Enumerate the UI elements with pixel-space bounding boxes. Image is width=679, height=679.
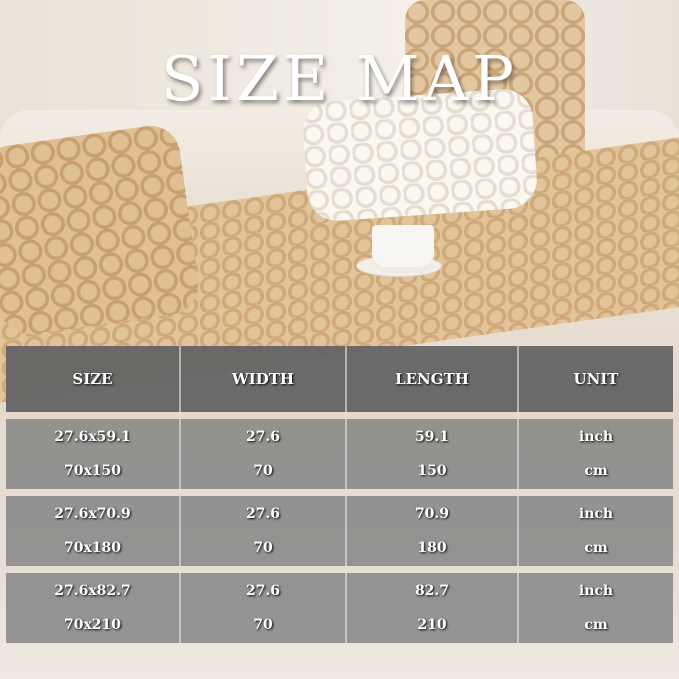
width-cell: 27.6 70 [181, 419, 347, 489]
size-cell: 27.6x59.1 70x150 [6, 419, 181, 489]
coffee-cup [372, 225, 434, 267]
size-cell: 27.6x70.9 70x180 [6, 496, 181, 566]
header-unit: UNIT [519, 346, 673, 412]
size-cell: 27.6x82.7 70x210 [6, 573, 181, 643]
unit-cell: inch cm [519, 573, 673, 643]
length-cell: 59.1 150 [347, 419, 519, 489]
page-title: SIZE MAP [161, 42, 518, 115]
unit-cell: inch cm [519, 496, 673, 566]
table-row: 27.6x82.7 70x210 27.6 70 82.7 210 inch cm [6, 573, 673, 643]
header-width: WIDTH [181, 346, 347, 412]
table-header: SIZE WIDTH LENGTH UNIT [6, 346, 673, 412]
unit-cell: inch cm [519, 419, 673, 489]
table-row: 27.6x70.9 70x180 27.6 70 70.9 180 inch cm [6, 496, 673, 566]
header-size: SIZE [6, 346, 181, 412]
length-cell: 82.7 210 [347, 573, 519, 643]
header-length: LENGTH [347, 346, 519, 412]
size-table: SIZE WIDTH LENGTH UNIT 27.6x59.1 70x150 2… [6, 346, 673, 643]
width-cell: 27.6 70 [181, 573, 347, 643]
length-cell: 70.9 180 [347, 496, 519, 566]
tan-pillow-left [0, 122, 203, 338]
table-row: 27.6x59.1 70x150 27.6 70 59.1 150 inch cm [6, 419, 673, 489]
width-cell: 27.6 70 [181, 496, 347, 566]
